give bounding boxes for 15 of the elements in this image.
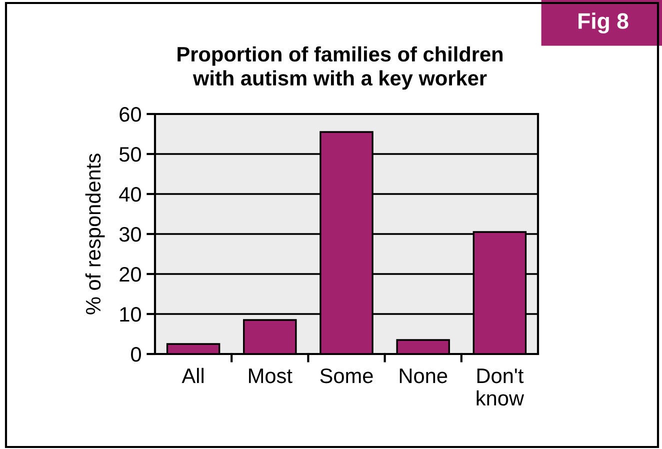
x-tick-label: None — [400, 368, 448, 384]
y-tick-label: 10 — [120, 307, 141, 322]
caption: Fig 8 — [578, 12, 628, 34]
y-tick-label: 20 — [120, 267, 141, 282]
y-axis-title: % of respondents — [85, 154, 105, 314]
y-tick-label: 40 — [119, 187, 141, 202]
y-tick-label: 60 — [120, 107, 141, 122]
y-tick-label: 30 — [119, 227, 141, 242]
x-tick-label: Don't know — [476, 368, 524, 406]
y-tick-label: 0 — [131, 347, 141, 362]
x-tick-label: All — [182, 368, 204, 383]
y-tick-label: 50 — [119, 147, 141, 162]
x-tick-label: Most — [249, 368, 292, 384]
x-tick-label: Some — [320, 368, 373, 384]
chart-title: Proportion of families of children with autism with a key worker — [178, 46, 502, 90]
